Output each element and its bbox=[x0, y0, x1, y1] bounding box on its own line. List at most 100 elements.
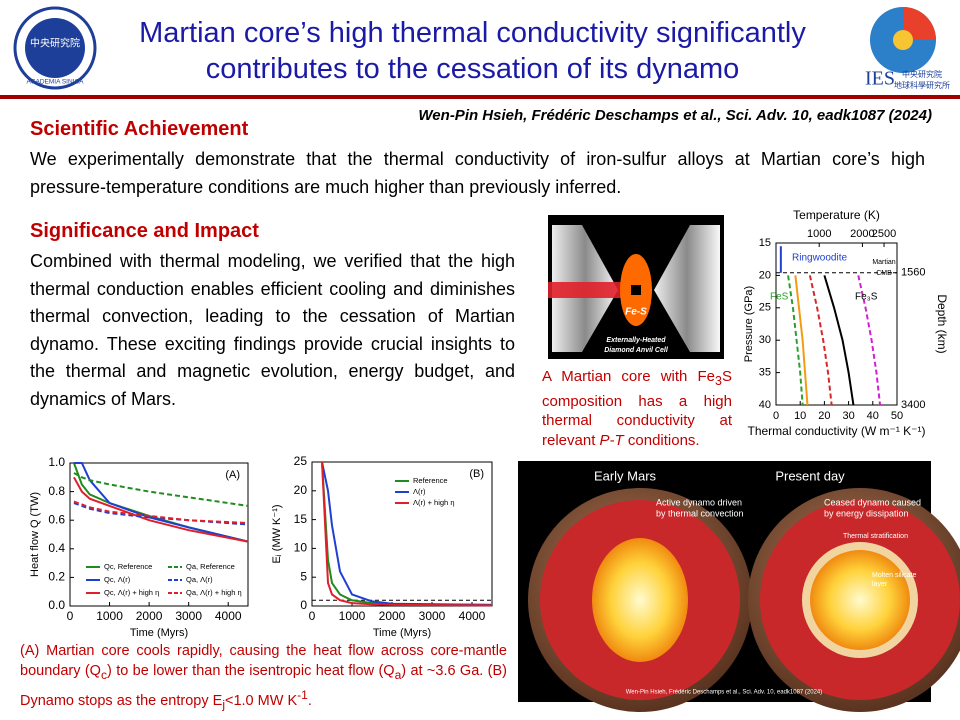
caption-text: 3 bbox=[715, 374, 722, 388]
sample bbox=[631, 285, 641, 295]
y-tick-label: 0.8 bbox=[48, 484, 65, 498]
right-logo-cut bbox=[903, 7, 936, 40]
diamond bbox=[654, 225, 720, 352]
section-body: Combined with thermal modeling, we verif… bbox=[30, 251, 515, 409]
x-axis-label: Time (Myrs) bbox=[130, 627, 188, 639]
x-tick-label: 3000 bbox=[175, 609, 202, 623]
mars-credit: Wen-Pin Hsieh, Frédéric Deschamps et al.… bbox=[626, 690, 823, 696]
x-tick-label: 0 bbox=[773, 410, 779, 422]
y-tick-label: 25 bbox=[759, 302, 771, 314]
left-logo-inner bbox=[25, 18, 85, 78]
series-line bbox=[823, 275, 855, 406]
y-tick-label: 25 bbox=[294, 454, 308, 468]
series-line bbox=[321, 461, 493, 607]
mars-note: Active dynamo driven bbox=[656, 497, 742, 507]
x-tick-label: 4000 bbox=[215, 609, 242, 623]
y-tick-label: 30 bbox=[759, 334, 771, 346]
x-tick-label: 50 bbox=[891, 410, 903, 422]
caption-text: . bbox=[307, 692, 312, 709]
legend-label: Λ(r) bbox=[413, 487, 426, 496]
core bbox=[810, 550, 910, 650]
y-tick-label: 35 bbox=[759, 367, 771, 379]
annotation: Ringwoodite bbox=[792, 253, 847, 264]
dac-caption: A Martian core with Fe3S composition has… bbox=[542, 367, 732, 450]
logo-text: 中央研究院 bbox=[902, 69, 942, 79]
x2-tick-label: 1000 bbox=[807, 228, 831, 240]
title: Martian core’s high thermal conductivity… bbox=[139, 17, 806, 49]
y-axis-label: Eⱼ (MW K⁻¹) bbox=[271, 504, 283, 563]
x-tick-label: 3000 bbox=[419, 609, 446, 623]
x-tick-label: 20 bbox=[818, 410, 830, 422]
legend-label: Qc, Λ(r) bbox=[104, 575, 131, 584]
legend-label: Qa, Reference bbox=[186, 562, 235, 571]
mars-note: by thermal convection bbox=[656, 508, 744, 518]
logo-text: 地球科學研究所 bbox=[894, 80, 950, 90]
legend-label: Λ(r) + high η bbox=[413, 498, 454, 507]
y-tick-label: 10 bbox=[294, 541, 308, 555]
caption-text: ) to be lower than the isentropic heat f… bbox=[107, 663, 395, 679]
section-heading: Significance and Impact bbox=[30, 220, 259, 242]
logo-text: ACADEMIA SINICA bbox=[26, 79, 84, 86]
y-tick-label: 40 bbox=[759, 399, 771, 411]
mars-note: by energy dissipation bbox=[824, 508, 909, 518]
x-axis-label: Time (Myrs) bbox=[373, 627, 431, 639]
caption-text: P-T bbox=[599, 431, 624, 449]
plot-frame bbox=[69, 462, 249, 607]
y-tick-label: 0.4 bbox=[48, 541, 65, 555]
section-heading: Scientific Achievement bbox=[30, 118, 249, 140]
x-tick-label: 1000 bbox=[339, 609, 366, 623]
caption-text: -1 bbox=[297, 687, 308, 702]
x-tick-label: 0 bbox=[67, 609, 74, 623]
x2-tick-label: 2000 bbox=[850, 228, 874, 240]
caption-text: conditions. bbox=[623, 431, 700, 449]
annotation: FeS bbox=[770, 292, 789, 303]
annotation: Martian bbox=[872, 259, 895, 266]
y-tick-label: 0 bbox=[300, 598, 307, 612]
caption-text: S composition has a high thermal conduct… bbox=[542, 368, 732, 449]
y2-axis-label: Depth (km) bbox=[935, 294, 949, 353]
x-tick-label: 4000 bbox=[459, 609, 486, 623]
y-tick-label: 20 bbox=[294, 483, 308, 497]
series-line bbox=[808, 275, 833, 406]
x-tick-label: 30 bbox=[842, 410, 854, 422]
y-axis-label: Heat flow Q (TW) bbox=[29, 492, 41, 577]
legend-label: Qa, Λ(r) bbox=[186, 575, 213, 584]
panel-label: (B) bbox=[469, 468, 484, 480]
annotation: Fe₃S bbox=[855, 292, 878, 303]
x-tick-label: 0 bbox=[309, 609, 316, 623]
mars-note: layer bbox=[872, 581, 888, 588]
caption-text: j bbox=[222, 697, 225, 712]
x-tick-label: 2000 bbox=[136, 609, 163, 623]
x-tick-label: 40 bbox=[867, 410, 879, 422]
legend-label: Reference bbox=[413, 476, 448, 485]
caption-text: a bbox=[394, 667, 402, 682]
logo-text: 中央研究院 bbox=[30, 37, 80, 50]
caption-text: A Martian core with Fe bbox=[542, 368, 716, 385]
plot-frame bbox=[311, 461, 493, 607]
core bbox=[592, 538, 688, 662]
series-line bbox=[73, 476, 249, 543]
y-axis-label: Pressure (GPa) bbox=[743, 286, 755, 362]
mars-note: Molten silicate bbox=[872, 572, 916, 579]
caption-text: c bbox=[100, 667, 107, 682]
legend-label: Qa, Λ(r) + high η bbox=[186, 588, 242, 597]
mars-title: Early Mars bbox=[594, 468, 657, 483]
dac-label: Fe-S bbox=[625, 307, 647, 318]
y-tick-label: 1.0 bbox=[48, 455, 65, 469]
title: contributes to the cessation of its dyna… bbox=[205, 53, 740, 85]
dac-label: Diamond Anvil Cell bbox=[604, 347, 669, 354]
plot-frame bbox=[775, 242, 898, 406]
section-body: We experimentally demonstrate that the t… bbox=[30, 149, 925, 197]
legend-label: Qc, Reference bbox=[104, 562, 152, 571]
x-tick-label: 1000 bbox=[96, 609, 123, 623]
y2-tick-label: 1560 bbox=[901, 267, 925, 279]
laser bbox=[548, 282, 628, 298]
series-line bbox=[857, 275, 882, 406]
x-axis-label: Thermal conductivity (W m⁻¹ K⁻¹) bbox=[747, 424, 925, 438]
y-tick-label: 15 bbox=[294, 512, 308, 526]
y-tick-label: 15 bbox=[759, 237, 771, 249]
y-tick-label: 5 bbox=[300, 569, 307, 583]
right-logo-core bbox=[893, 30, 913, 50]
caption-text: (A) Martian core cools rapidly, causing … bbox=[20, 643, 507, 679]
